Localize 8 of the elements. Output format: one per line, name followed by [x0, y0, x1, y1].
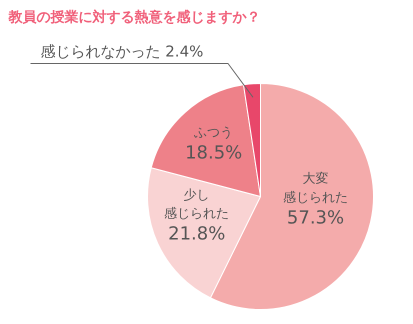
slice-label: 少し感じられた: [164, 188, 230, 222]
slice-label: 大変感じられた: [283, 170, 348, 206]
data-label: 57.3%: [286, 207, 344, 228]
slice-label: 感じられなかった 2.4%: [40, 42, 204, 60]
data-label: 21.8%: [168, 224, 226, 245]
data-label: 18.5%: [185, 142, 242, 164]
chart-title: 教員の授業に対する熱意を感じますか？: [8, 8, 260, 26]
slice-label: ふつう: [193, 125, 234, 140]
